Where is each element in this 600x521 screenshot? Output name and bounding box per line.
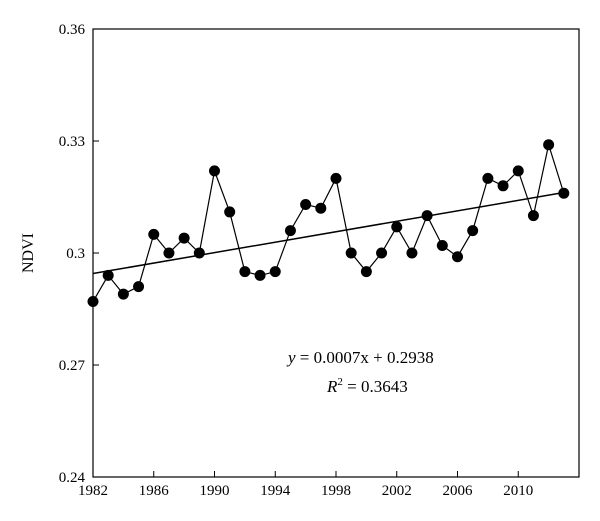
data-point (254, 269, 266, 281)
data-point (482, 172, 494, 184)
data-point (224, 206, 236, 218)
data-point (543, 139, 555, 151)
data-point (360, 266, 372, 278)
x-tick-label: 1994 (260, 483, 291, 499)
data-point (315, 202, 327, 214)
data-point (163, 247, 175, 259)
data-point (284, 225, 296, 237)
data-point (133, 281, 145, 293)
data-point (87, 296, 99, 308)
x-tick-label: 2002 (382, 483, 412, 499)
data-point (269, 266, 281, 278)
data-point (148, 228, 160, 240)
y-axis: 0.24 0.27 0.3 0.33 0.36 (59, 22, 99, 486)
data-point (239, 266, 251, 278)
y-tick-label: 0.3 (66, 246, 85, 262)
y-tick-label: 0.33 (59, 134, 85, 150)
data-point (406, 247, 418, 259)
data-point (497, 180, 509, 192)
data-point (512, 165, 524, 177)
data-point (345, 247, 357, 259)
y-tick-label: 0.36 (59, 22, 86, 38)
x-tick-label: 2006 (443, 483, 474, 499)
x-tick-label: 1982 (78, 483, 108, 499)
data-point (178, 232, 190, 244)
x-axis: 1982 1986 1990 1994 1998 2002 2006 2010 (78, 471, 533, 499)
r-squared-label: R2 = 0.3643 (326, 376, 408, 396)
x-tick-label: 1986 (139, 483, 170, 499)
data-point (527, 210, 539, 222)
data-point (558, 187, 570, 199)
x-tick-label: 1990 (200, 483, 230, 499)
x-tick-label: 1998 (321, 483, 351, 499)
series-line (92, 142, 565, 302)
data-point (209, 165, 220, 177)
y-tick-label: 0.24 (59, 470, 86, 486)
data-point (421, 210, 433, 222)
x-tick-label: 2010 (503, 483, 533, 499)
trend-equation: y = 0.0007x + 0.2938 (286, 348, 434, 367)
data-point (102, 269, 114, 281)
y-tick-label: 0.27 (59, 358, 86, 374)
data-points (87, 139, 570, 308)
data-point (467, 225, 479, 237)
trend-line (92, 191, 564, 275)
data-point (391, 221, 403, 233)
data-point (117, 288, 129, 300)
data-point (330, 172, 342, 184)
data-point (376, 247, 388, 259)
data-point (452, 251, 463, 263)
data-point (436, 240, 448, 252)
data-point (300, 198, 312, 210)
data-point (193, 247, 205, 259)
y-axis-label: NDVI (20, 233, 37, 273)
